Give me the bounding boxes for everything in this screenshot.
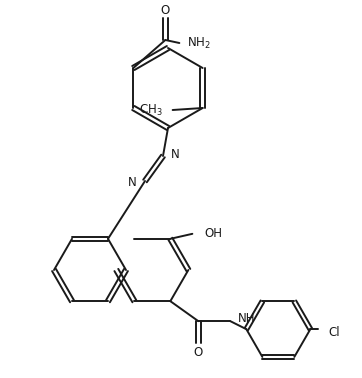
Text: O: O xyxy=(161,5,170,17)
Text: N: N xyxy=(128,177,137,189)
Text: N: N xyxy=(171,147,180,161)
Text: NH$_2$: NH$_2$ xyxy=(188,36,211,51)
Text: Cl: Cl xyxy=(328,326,340,339)
Text: CH$_3$: CH$_3$ xyxy=(139,102,163,118)
Text: OH: OH xyxy=(205,227,222,240)
Text: NH: NH xyxy=(238,312,256,325)
Text: O: O xyxy=(194,345,203,359)
